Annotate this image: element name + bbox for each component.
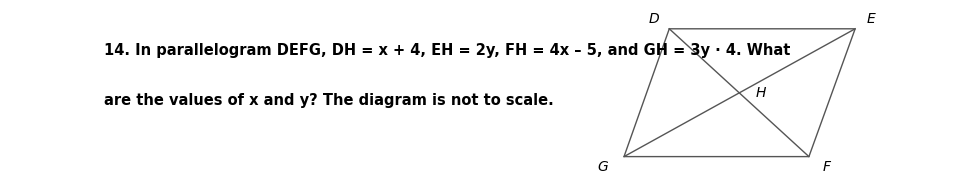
Text: E: E [866,12,875,26]
Text: D: D [648,12,660,26]
Text: 14. In parallelogram DEFG, DH = x + 4, EH = 2y, FH = 4x – 5, and GH = 3y · 4. Wh: 14. In parallelogram DEFG, DH = x + 4, E… [104,43,791,58]
Text: H: H [755,86,766,100]
Text: are the values of x and y? The diagram is not to scale.: are the values of x and y? The diagram i… [104,93,554,108]
Text: F: F [822,160,830,174]
Text: G: G [597,160,609,174]
